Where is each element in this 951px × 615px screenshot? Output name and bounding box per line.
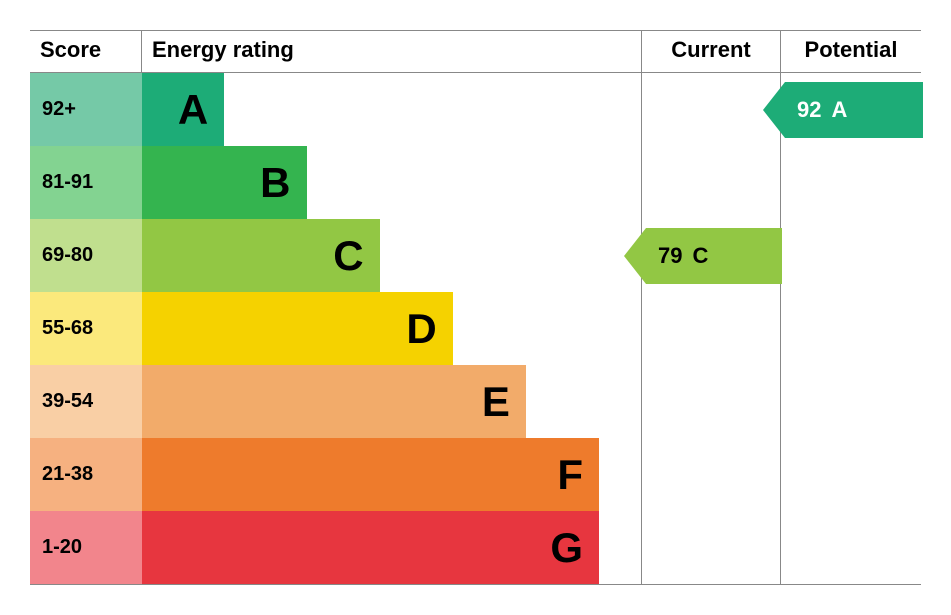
rating-letter: F [557, 451, 583, 499]
header-rating: Energy rating [142, 31, 599, 72]
arrow-left-icon [624, 228, 646, 284]
potential-column-cell [781, 219, 921, 292]
rating-bar: F [142, 438, 599, 511]
score-cell: 92+ [30, 73, 142, 146]
rating-row: 21-38 F [30, 438, 921, 511]
rating-letter: A [178, 86, 208, 134]
current-marker-value: 79 [658, 243, 682, 269]
header-score: Score [30, 31, 142, 72]
current-column-cell [641, 146, 781, 219]
header-row: Score Energy rating Current Potential [30, 31, 921, 73]
bar-area: C [142, 219, 599, 292]
current-marker-body: 79 C [646, 228, 782, 284]
current-column-cell [641, 365, 781, 438]
rating-row: 39-54 E [30, 365, 921, 438]
score-cell: 1-20 [30, 511, 142, 584]
header-potential: Potential [781, 31, 921, 72]
rating-row: 55-68 D [30, 292, 921, 365]
header-current: Current [641, 31, 781, 72]
potential-marker-grade: A [831, 97, 847, 123]
potential-column-cell [781, 511, 921, 584]
rating-letter: E [482, 378, 510, 426]
rating-letter: G [550, 524, 583, 572]
energy-rating-chart: Score Energy rating Current Potential 92… [30, 30, 921, 585]
potential-column-cell [781, 365, 921, 438]
rating-row: 81-91 B [30, 146, 921, 219]
rating-bar: B [142, 146, 307, 219]
potential-marker: 92 A [763, 82, 923, 138]
potential-column-cell [781, 292, 921, 365]
rating-bar: E [142, 365, 526, 438]
potential-column-cell [781, 146, 921, 219]
score-cell: 39-54 [30, 365, 142, 438]
rating-bar: A [142, 73, 224, 146]
rating-row: 69-80 C 79 C [30, 219, 921, 292]
potential-column-cell: 92 A [781, 73, 921, 146]
bar-area: A [142, 73, 599, 146]
potential-marker-value: 92 [797, 97, 821, 123]
current-marker-grade: C [692, 243, 708, 269]
current-column-cell [641, 73, 781, 146]
rating-bar: C [142, 219, 380, 292]
score-cell: 55-68 [30, 292, 142, 365]
rating-bar: G [142, 511, 599, 584]
rating-letter: B [260, 159, 290, 207]
rating-letter: C [333, 232, 363, 280]
current-column-cell [641, 438, 781, 511]
rating-row: 92+ A 92 A [30, 73, 921, 146]
current-column-cell [641, 292, 781, 365]
rating-bar: D [142, 292, 453, 365]
current-column-cell: 79 C [641, 219, 781, 292]
bar-area: B [142, 146, 599, 219]
chart-body: 92+ A 92 A 81-91 B 69-80 C 79 C 55-68 D 39-54 E 21-38 F… [30, 73, 921, 584]
current-marker: 79 C [624, 228, 782, 284]
bar-area: E [142, 365, 599, 438]
rating-row: 1-20 G [30, 511, 921, 584]
bar-area: G [142, 511, 599, 584]
score-cell: 21-38 [30, 438, 142, 511]
arrow-left-icon [763, 82, 785, 138]
potential-marker-body: 92 A [785, 82, 923, 138]
rating-letter: D [406, 305, 436, 353]
current-column-cell [641, 511, 781, 584]
bar-area: D [142, 292, 599, 365]
bar-area: F [142, 438, 599, 511]
score-cell: 81-91 [30, 146, 142, 219]
potential-column-cell [781, 438, 921, 511]
score-cell: 69-80 [30, 219, 142, 292]
